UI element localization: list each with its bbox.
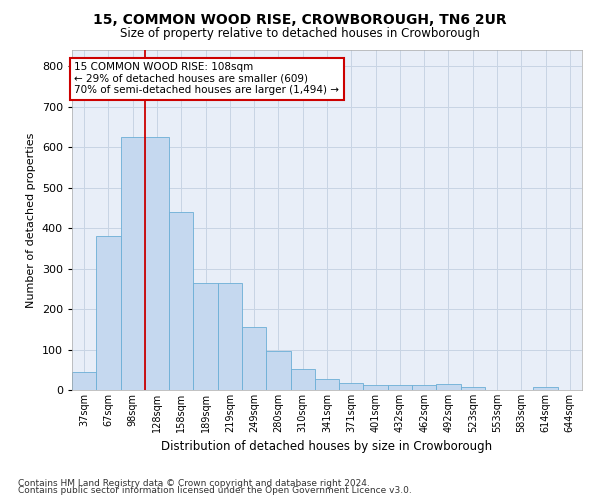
Bar <box>388 385 412 390</box>
Bar <box>290 369 315 390</box>
Bar <box>339 383 364 390</box>
Bar <box>461 387 485 390</box>
Bar <box>436 384 461 390</box>
Bar <box>315 378 339 390</box>
X-axis label: Distribution of detached houses by size in Crowborough: Distribution of detached houses by size … <box>161 440 493 454</box>
Bar <box>533 387 558 390</box>
Bar <box>193 282 218 390</box>
Bar <box>364 385 388 390</box>
Bar <box>218 282 242 390</box>
Bar <box>266 350 290 390</box>
Y-axis label: Number of detached properties: Number of detached properties <box>26 132 36 308</box>
Text: 15 COMMON WOOD RISE: 108sqm
← 29% of detached houses are smaller (609)
70% of se: 15 COMMON WOOD RISE: 108sqm ← 29% of det… <box>74 62 340 96</box>
Bar <box>145 137 169 390</box>
Bar <box>72 372 96 390</box>
Text: Contains public sector information licensed under the Open Government Licence v3: Contains public sector information licen… <box>18 486 412 495</box>
Text: 15, COMMON WOOD RISE, CROWBOROUGH, TN6 2UR: 15, COMMON WOOD RISE, CROWBOROUGH, TN6 2… <box>93 12 507 26</box>
Text: Size of property relative to detached houses in Crowborough: Size of property relative to detached ho… <box>120 28 480 40</box>
Bar <box>242 328 266 390</box>
Bar <box>96 236 121 390</box>
Bar <box>121 137 145 390</box>
Bar <box>169 212 193 390</box>
Bar <box>412 385 436 390</box>
Text: Contains HM Land Registry data © Crown copyright and database right 2024.: Contains HM Land Registry data © Crown c… <box>18 478 370 488</box>
